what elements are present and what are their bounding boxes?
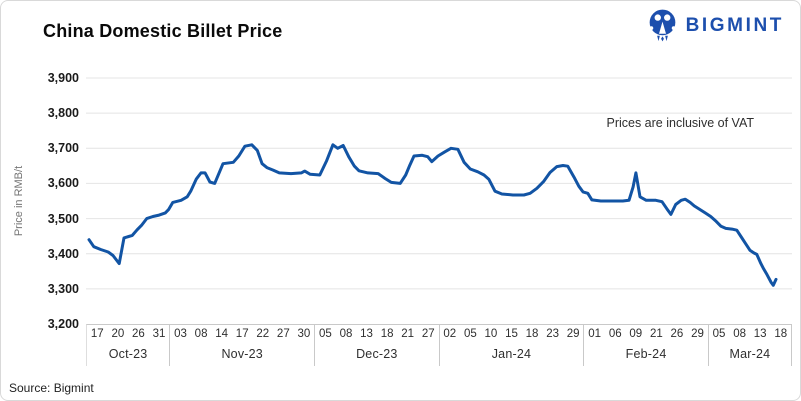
- source-note: Source: Bigmint: [9, 381, 94, 395]
- day-tick-label: 01: [588, 327, 602, 340]
- day-tick-row: 02 05 10 15 18 23 29: [440, 325, 584, 343]
- month-group: 17 20 26 31 Oct-23: [87, 325, 171, 366]
- price-line-chart: [86, 71, 792, 324]
- bigmint-logo: BIGMINT: [646, 7, 784, 44]
- day-tick-label: 21: [401, 327, 415, 340]
- day-tick-label: 15: [505, 327, 518, 340]
- month-label: Dec-23: [356, 347, 398, 362]
- day-tick-label: 18: [525, 327, 539, 340]
- day-tick-label: 18: [774, 327, 788, 340]
- day-tick-label: 06: [608, 327, 622, 340]
- month-group: 02 05 10 15 18 23 29 Jan-24: [440, 325, 585, 366]
- y-tick-label: 3,300: [47, 281, 79, 296]
- day-tick-label: 20: [111, 327, 125, 340]
- day-tick-label: 02: [443, 327, 457, 340]
- day-tick-label: 22: [256, 327, 270, 340]
- day-tick-row: 17 20 26 31: [87, 325, 169, 343]
- day-tick-label: 18: [380, 327, 394, 340]
- y-axis-title: Price in RMB/t: [13, 165, 25, 237]
- month-label: Oct-23: [108, 347, 148, 362]
- day-tick-label: 31: [152, 327, 166, 340]
- y-tick-label: 3,800: [47, 106, 79, 121]
- day-tick-label: 13: [753, 327, 767, 340]
- month-label: Mar-24: [729, 347, 771, 362]
- month-group: 05 08 13 18 Mar-24: [709, 325, 791, 366]
- day-tick-label: 03: [174, 327, 187, 340]
- day-tick-label: 17: [90, 327, 104, 340]
- day-tick-label: 30: [297, 327, 311, 340]
- x-axis: 17 20 26 31 Oct-23 03 08 14 17 22 27 30 Nov-23 05 08 13…: [86, 324, 792, 366]
- day-tick-row: 05 08 13 18: [709, 325, 791, 343]
- brand-text: BIGMINT: [685, 14, 784, 36]
- plot-svg: [86, 77, 792, 290]
- day-tick-label: 17: [235, 327, 249, 340]
- day-tick-label: 29: [691, 327, 704, 340]
- day-tick-label: 08: [733, 327, 746, 340]
- day-tick-label: 21: [649, 327, 663, 340]
- day-tick-label: 10: [484, 327, 498, 340]
- month-group: 03 08 14 17 22 27 30 Nov-23: [170, 325, 316, 366]
- day-tick-label: 09: [629, 327, 643, 340]
- price-line: [87, 143, 778, 287]
- y-tick-label: 3,700: [47, 141, 79, 156]
- month-group: 05 08 13 18 21 27 Dec-23: [315, 325, 440, 366]
- day-tick-label: 14: [215, 327, 229, 340]
- day-tick-label: 05: [319, 327, 332, 340]
- day-tick-label: 26: [670, 327, 684, 340]
- month-label: Nov-23: [221, 347, 263, 362]
- day-tick-label: 27: [276, 327, 290, 340]
- y-tick-label: 3,900: [47, 71, 79, 85]
- day-tick-label: 08: [339, 327, 353, 340]
- day-tick-label: 05: [463, 327, 477, 340]
- day-tick-label: 13: [360, 327, 373, 340]
- day-tick-row: 01 06 09 21 26 29: [584, 325, 707, 343]
- month-label: Feb-24: [625, 347, 667, 362]
- day-tick-label: 05: [712, 327, 726, 340]
- day-tick-label: 23: [546, 327, 559, 340]
- day-tick-label: 08: [194, 327, 208, 340]
- y-tick-label: 3,500: [47, 211, 79, 226]
- page-title: China Domestic Billet Price: [43, 21, 283, 41]
- day-tick-row: 05 08 13 18 21 27: [315, 325, 438, 343]
- day-tick-label: 26: [132, 327, 145, 340]
- bigmint-logo-icon: [646, 7, 679, 44]
- y-tick-label: 3,600: [47, 176, 79, 191]
- month-group: 01 06 09 21 26 29 Feb-24: [584, 325, 709, 366]
- vat-note: Prices are inclusive of VAT: [606, 116, 754, 130]
- month-label: Jan-24: [491, 347, 532, 362]
- day-tick-row: 03 08 14 17 22 27 30: [170, 325, 314, 343]
- y-tick-label: 3,200: [47, 317, 79, 331]
- y-tick-label: 3,400: [47, 246, 79, 261]
- day-tick-label: 27: [421, 327, 435, 340]
- day-tick-label: 29: [566, 327, 580, 340]
